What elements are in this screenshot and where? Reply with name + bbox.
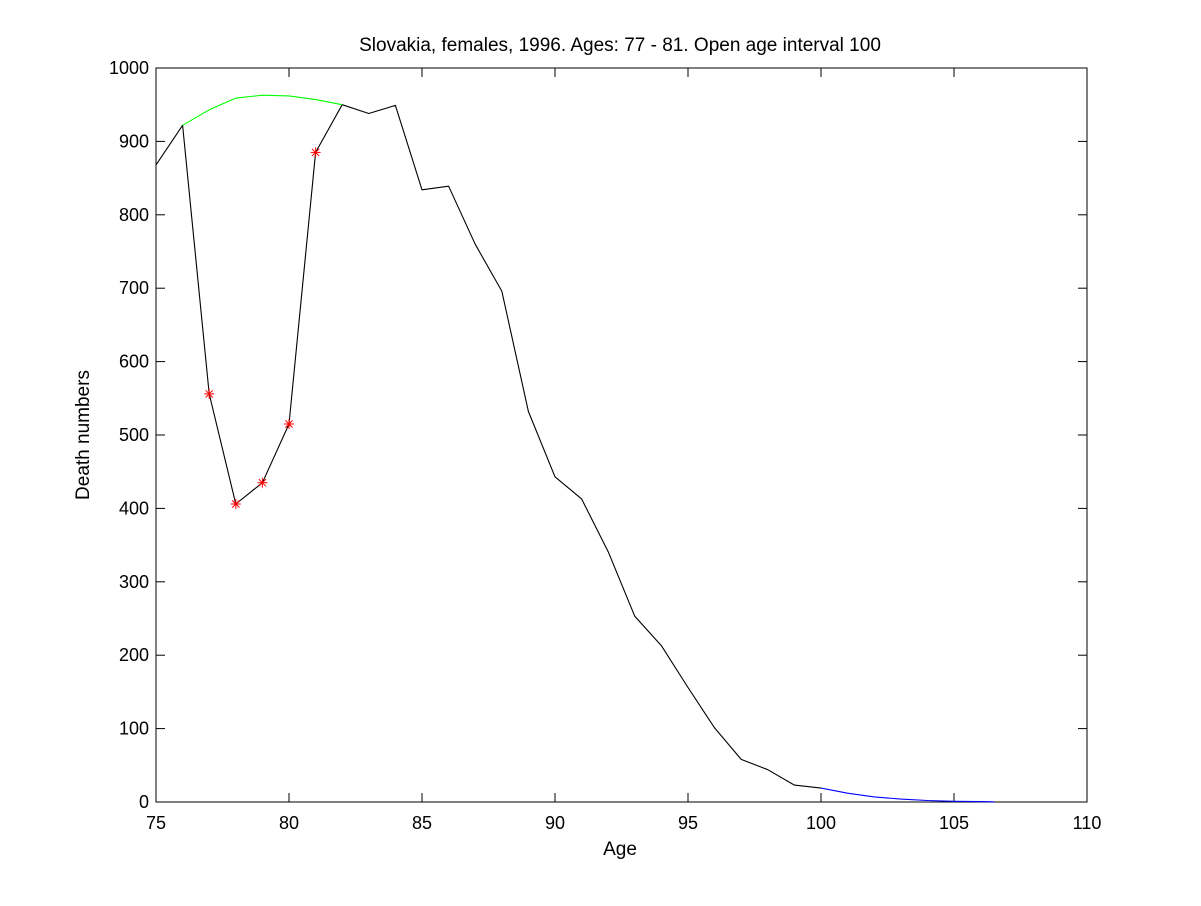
plot-frame [155,67,1088,803]
y-tick-label: 0 [139,792,149,812]
y-tick-label: 200 [119,645,149,665]
y-tick-label: 800 [119,205,149,225]
x-tick-label: 85 [412,813,432,833]
x-axis-title: Age [603,839,637,860]
y-tick-label: 600 [119,352,149,372]
chart-title: Slovakia, females, 1996. Ages: 77 - 81. … [359,35,881,56]
series-line-2 [820,787,994,803]
x-tick-label: 110 [1073,813,1102,833]
x-tick-label: 100 [806,813,836,833]
data-point-marker [284,418,294,429]
x-tick-label: 95 [678,813,698,833]
x-tick-label: 105 [939,813,969,833]
plot-layer: 75 80 85 90 95 100 105 110 0 100 200 300 400 500 600 70… [109,58,1101,833]
x-tick-label: 75 [146,813,166,833]
y-tick-label: 100 [119,719,149,739]
data-point-marker [230,498,241,509]
data-point-marker [310,147,321,158]
y-tick-label: 1000 [109,58,149,78]
x-tick-label: 90 [545,813,565,833]
y-tick-label: 500 [119,425,149,445]
y-tick-label: 400 [119,498,149,518]
series-line-1 [182,94,343,126]
y-tick-label: 300 [119,572,149,592]
data-point-marker [204,388,215,399]
x-tick-label: 80 [279,813,299,833]
series-line-0 [155,104,822,789]
y-tick-label: 700 [119,278,149,298]
data-point-marker [257,477,268,488]
y-axis-title: Death numbers [73,370,94,500]
y-tick-label: 900 [119,131,149,151]
